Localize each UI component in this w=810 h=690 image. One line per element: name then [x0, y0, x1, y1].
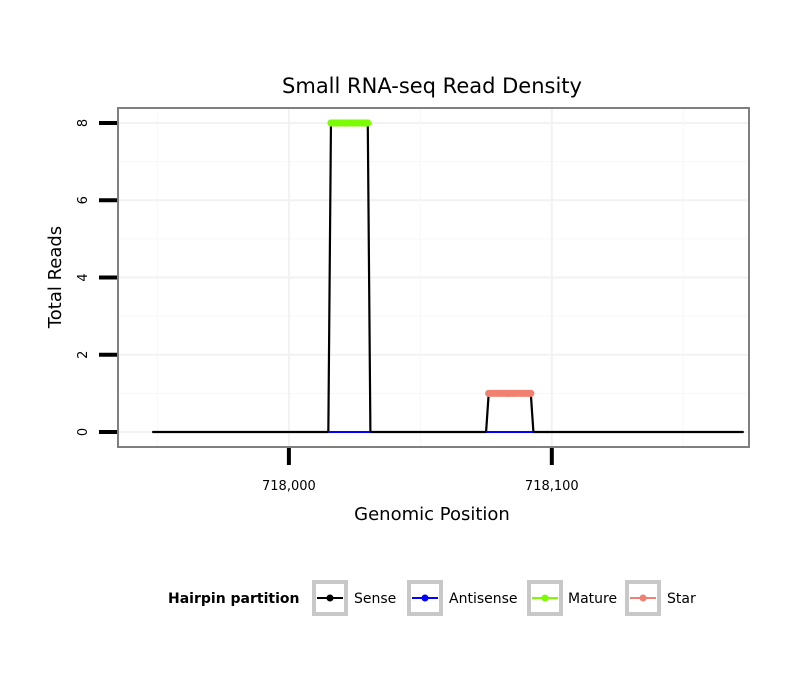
series-line-sense [152, 121, 744, 434]
legend-entry-mature: Mature [527, 580, 617, 616]
y-axis: 0 2 4 6 8 [76, 119, 117, 436]
legend-key-point [326, 594, 334, 602]
x-axis: 718,000 718,100 [262, 448, 579, 494]
y-tick-label: 8 [76, 119, 91, 127]
y-tick-label: 6 [76, 196, 91, 204]
series-layer [152, 119, 744, 434]
legend-key-point [639, 594, 647, 602]
x-tick-label: 718,100 [525, 479, 579, 494]
legend-entry-sense: Sense [312, 580, 396, 616]
legend-key-point [421, 594, 429, 602]
plot-panel-border [117, 107, 750, 448]
x-axis-label: Genomic Position [354, 504, 510, 525]
y-tick-label: 2 [76, 351, 91, 359]
grid-lines [118, 108, 749, 447]
legend: Hairpin partition Sense Antisense Mature St… [168, 580, 696, 616]
x-tick-label: 718,000 [262, 479, 316, 494]
legend-entry-star: Star [625, 580, 696, 616]
legend-key-point [541, 594, 549, 602]
chart-title: Small RNA-seq Read Density [282, 74, 582, 98]
y-tick-label: 4 [76, 273, 91, 281]
y-tick-label: 0 [76, 428, 91, 436]
y-axis-label: Total Reads [45, 226, 66, 329]
legend-title: Hairpin partition [168, 591, 299, 607]
data-point-mature [364, 119, 372, 127]
legend-label: Sense [354, 591, 396, 607]
data-point-star [527, 389, 535, 397]
legend-label: Star [667, 591, 696, 607]
legend-label: Mature [568, 591, 617, 607]
legend-entry-antisense: Antisense [407, 580, 518, 616]
legend-label: Antisense [449, 591, 518, 607]
